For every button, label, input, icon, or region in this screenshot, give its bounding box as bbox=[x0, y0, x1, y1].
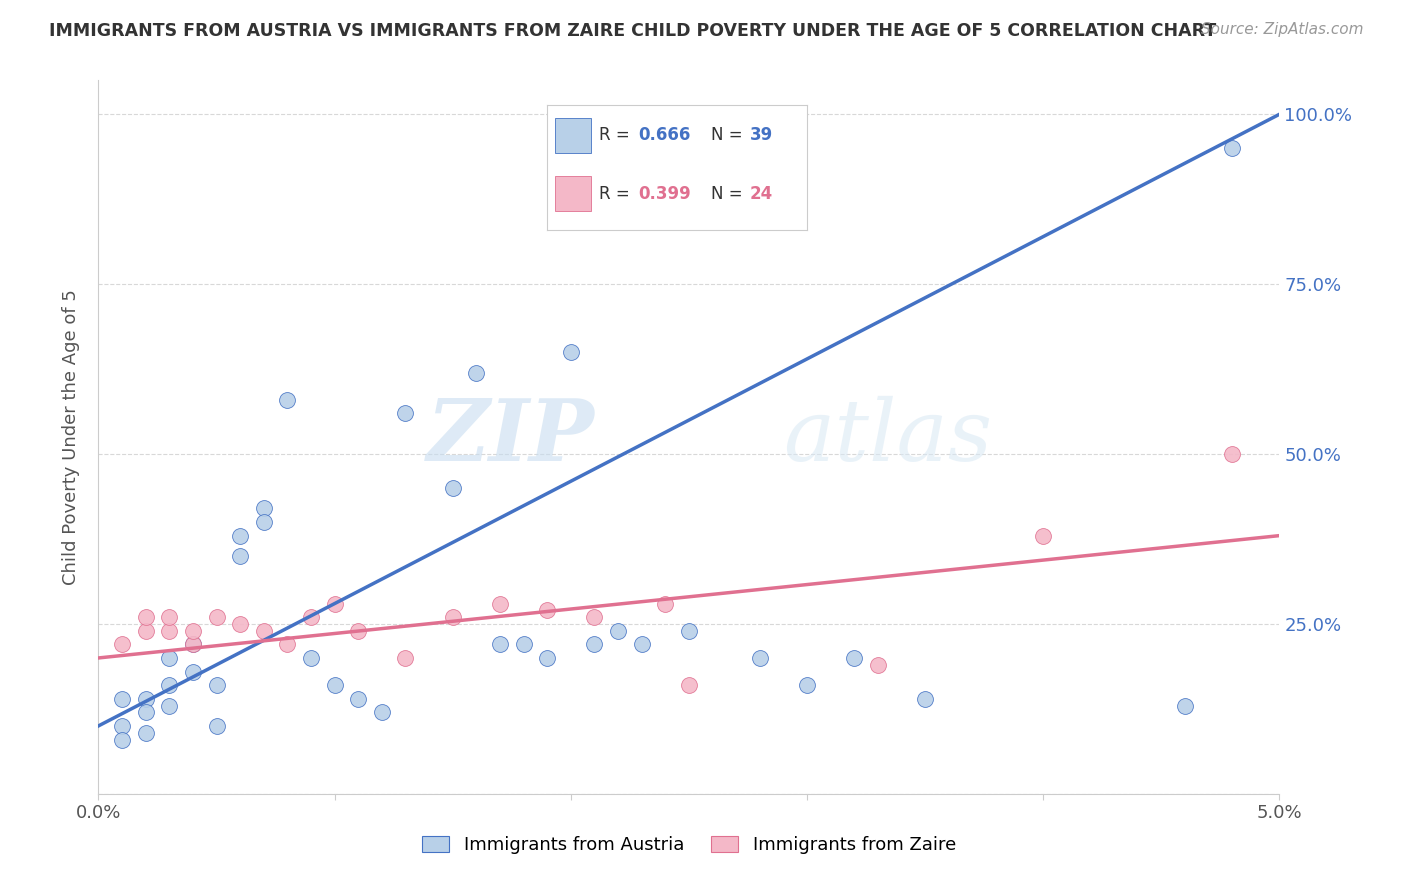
Point bbox=[866, 657, 889, 672]
Y-axis label: Child Poverty Under the Age of 5: Child Poverty Under the Age of 5 bbox=[62, 289, 80, 585]
Point bbox=[583, 610, 606, 624]
Point bbox=[135, 725, 157, 739]
Point bbox=[205, 610, 228, 624]
Point bbox=[157, 651, 180, 665]
Point bbox=[489, 637, 512, 651]
Point bbox=[1032, 528, 1054, 542]
Point bbox=[323, 597, 346, 611]
Point bbox=[135, 610, 157, 624]
Text: Source: ZipAtlas.com: Source: ZipAtlas.com bbox=[1201, 22, 1364, 37]
Point bbox=[111, 719, 134, 733]
Point bbox=[607, 624, 630, 638]
Point bbox=[796, 678, 818, 692]
Point bbox=[205, 719, 228, 733]
Point bbox=[630, 637, 652, 651]
Point bbox=[135, 691, 157, 706]
Point bbox=[441, 481, 464, 495]
Point bbox=[678, 624, 700, 638]
Point bbox=[181, 665, 204, 679]
Point bbox=[135, 706, 157, 720]
Point bbox=[276, 392, 298, 407]
Point bbox=[111, 637, 134, 651]
Point bbox=[229, 528, 252, 542]
Point bbox=[181, 637, 204, 651]
Point bbox=[394, 406, 416, 420]
Point bbox=[157, 678, 180, 692]
Point bbox=[229, 617, 252, 632]
Text: ZIP: ZIP bbox=[426, 395, 595, 479]
Legend: Immigrants from Austria, Immigrants from Zaire: Immigrants from Austria, Immigrants from… bbox=[413, 827, 965, 863]
Point bbox=[1220, 447, 1243, 461]
Text: atlas: atlas bbox=[783, 396, 993, 478]
Point bbox=[465, 366, 488, 380]
Point bbox=[111, 732, 134, 747]
Point bbox=[844, 651, 866, 665]
Point bbox=[323, 678, 346, 692]
Point bbox=[347, 691, 370, 706]
Point bbox=[371, 706, 394, 720]
Point bbox=[512, 637, 534, 651]
Point bbox=[536, 603, 558, 617]
Point bbox=[205, 678, 228, 692]
Point bbox=[441, 610, 464, 624]
Point bbox=[253, 515, 276, 529]
Point bbox=[135, 624, 157, 638]
Point bbox=[157, 698, 180, 713]
Point bbox=[394, 651, 416, 665]
Point bbox=[299, 610, 322, 624]
Text: IMMIGRANTS FROM AUSTRIA VS IMMIGRANTS FROM ZAIRE CHILD POVERTY UNDER THE AGE OF : IMMIGRANTS FROM AUSTRIA VS IMMIGRANTS FR… bbox=[49, 22, 1216, 40]
Point bbox=[253, 624, 276, 638]
Point bbox=[489, 597, 512, 611]
Point bbox=[276, 637, 298, 651]
Point bbox=[347, 624, 370, 638]
Point bbox=[536, 651, 558, 665]
Point bbox=[181, 624, 204, 638]
Point bbox=[1220, 141, 1243, 155]
Point bbox=[1174, 698, 1197, 713]
Point bbox=[583, 637, 606, 651]
Point bbox=[157, 610, 180, 624]
Point bbox=[181, 637, 204, 651]
Point bbox=[157, 624, 180, 638]
Point bbox=[678, 678, 700, 692]
Point bbox=[560, 345, 582, 359]
Point bbox=[253, 501, 276, 516]
Point bbox=[229, 549, 252, 563]
Point bbox=[111, 691, 134, 706]
Point bbox=[748, 651, 770, 665]
Point bbox=[299, 651, 322, 665]
Point bbox=[914, 691, 936, 706]
Point bbox=[654, 597, 676, 611]
